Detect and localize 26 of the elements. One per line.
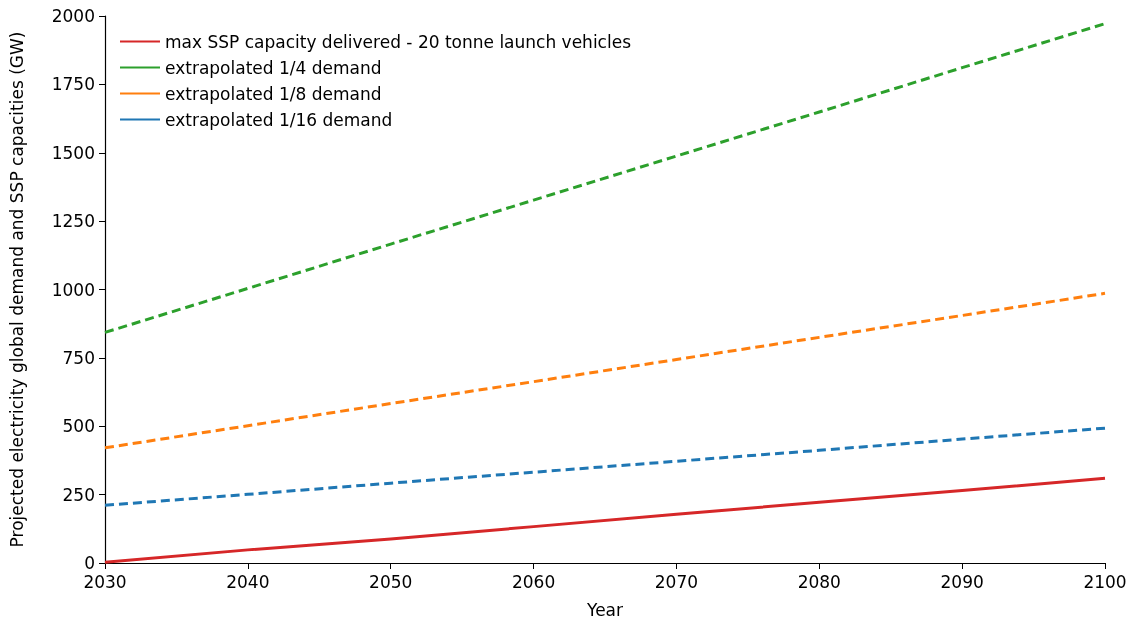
y-tick-label: 1250 bbox=[51, 211, 95, 232]
y-tick-label: 1000 bbox=[51, 279, 95, 300]
line-series bbox=[103, 22, 1107, 334]
y-axis-title: Projected electricity global demand and SSP capacities (GW) bbox=[6, 31, 27, 548]
y-tick-label: 750 bbox=[62, 347, 95, 368]
x-tick-label: 2070 bbox=[654, 571, 699, 592]
line-series bbox=[103, 291, 1107, 450]
line-series bbox=[103, 426, 1107, 507]
x-tick-label: 2080 bbox=[797, 571, 841, 592]
x-tick-label: 2030 bbox=[83, 571, 127, 592]
y-tick-label: 2000 bbox=[51, 6, 95, 26]
y-tick-label: 1500 bbox=[51, 142, 95, 163]
y-tick-label: 250 bbox=[62, 484, 95, 505]
y-tick-label: 500 bbox=[62, 416, 95, 437]
legend-label: max SSP capacity delivered - 20 tonne launch vehicles bbox=[165, 31, 632, 52]
x-tick-label: 2040 bbox=[226, 571, 270, 592]
y-tick-label: 1750 bbox=[51, 74, 95, 95]
legend-label: extrapolated 1/8 demand bbox=[165, 83, 382, 104]
x-tick-label: 2090 bbox=[940, 571, 984, 592]
x-tick-label: 2100 bbox=[1083, 571, 1127, 592]
x-tick-label: 2060 bbox=[511, 571, 556, 592]
y-tick-label: 0 bbox=[84, 553, 95, 573]
legend-label: extrapolated 1/4 demand bbox=[165, 57, 382, 78]
legend-label: extrapolated 1/16 demand bbox=[165, 109, 393, 130]
x-axis-title: Year bbox=[586, 599, 623, 620]
x-tick-label: 2050 bbox=[369, 571, 413, 592]
